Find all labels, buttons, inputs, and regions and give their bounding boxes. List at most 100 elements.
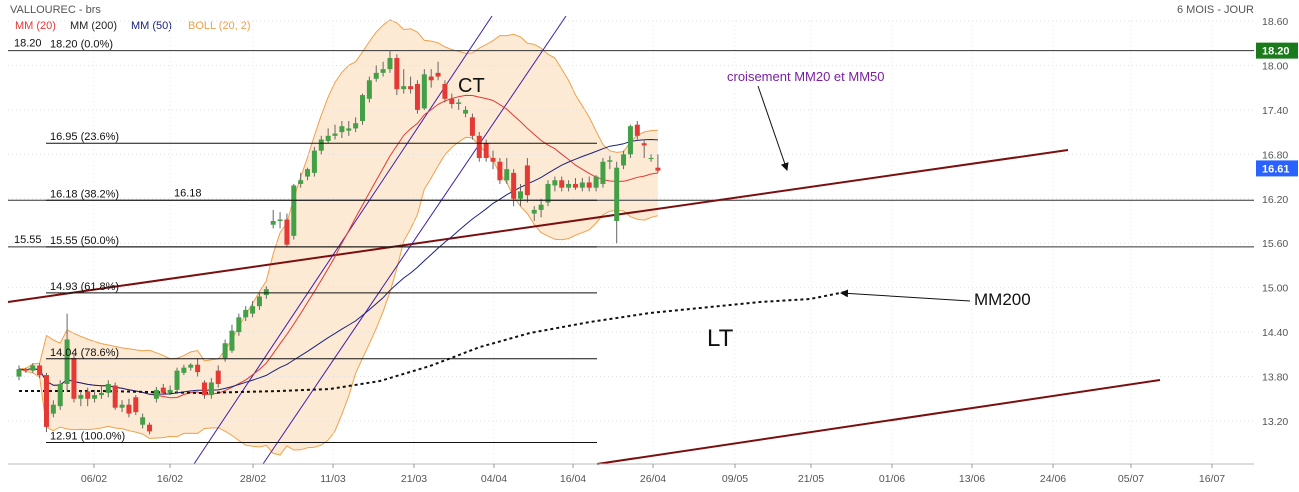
candle <box>346 121 352 136</box>
candle-body <box>133 397 139 413</box>
x-tick-7: 26/04 <box>640 473 666 485</box>
candle-body <box>483 143 489 159</box>
period-label: 6 MOIS - JOUR <box>1177 4 1254 16</box>
candle-body <box>250 306 256 314</box>
candle <box>339 121 345 139</box>
candle-body <box>37 365 43 376</box>
candle-body <box>256 296 262 307</box>
candle <box>614 161 620 244</box>
candle-body <box>181 367 187 373</box>
x-tick-9: 21/05 <box>798 473 824 485</box>
x-tick-0: 06/02 <box>81 473 107 485</box>
x-tick-6: 16/04 <box>560 473 586 485</box>
candle-body <box>16 369 22 377</box>
candle-body <box>586 182 592 188</box>
candle <box>105 380 111 398</box>
candle <box>160 383 166 396</box>
candle-body <box>98 392 104 396</box>
candle-body <box>504 169 510 181</box>
candle <box>243 306 249 321</box>
candle-body <box>208 382 214 396</box>
trend-line-ct <box>7 149 1069 303</box>
candle <box>408 76 414 94</box>
candle <box>593 175 599 192</box>
candle-body <box>435 72 441 77</box>
candle-body <box>140 417 146 425</box>
fib-label-4: 14.93 (61.8%) <box>50 281 119 293</box>
candle <box>476 132 482 162</box>
candle <box>195 358 201 377</box>
candle <box>298 172 304 188</box>
candle <box>229 324 235 353</box>
lt-label: LT <box>707 325 734 352</box>
candle <box>387 50 393 73</box>
candle <box>85 387 91 407</box>
candle <box>119 400 125 413</box>
candle-body <box>153 389 159 399</box>
candle-body <box>167 389 173 393</box>
candle-body <box>236 317 242 333</box>
x-tick-2: 28/02 <box>240 473 266 485</box>
candle-body <box>593 176 599 188</box>
x-tick-8: 09/05 <box>722 473 748 485</box>
candle <box>545 180 551 207</box>
candle-body <box>126 404 132 414</box>
candle <box>201 380 207 399</box>
candle-body <box>160 387 166 393</box>
mm50-line <box>18 138 658 395</box>
candle <box>277 212 283 229</box>
candle-body <box>559 180 565 188</box>
candle <box>50 400 56 418</box>
candle-body <box>408 86 414 90</box>
marker-label-1820: 18.20 <box>14 38 42 50</box>
candle <box>353 117 359 133</box>
candle <box>133 395 139 416</box>
candle <box>325 128 331 144</box>
candle-body <box>518 191 524 199</box>
candles <box>16 50 661 435</box>
y-tick-9: 13.20 <box>1262 416 1288 428</box>
candle <box>641 139 647 159</box>
candle <box>140 413 146 429</box>
candle <box>414 80 420 114</box>
trend-line-lt <box>596 379 1161 465</box>
candle <box>634 121 640 140</box>
candle-body <box>579 182 585 188</box>
candle <box>627 124 633 159</box>
candle-body <box>648 158 654 160</box>
candle-body <box>634 124 640 136</box>
candle <box>600 158 606 188</box>
candle <box>147 422 153 435</box>
candle-body <box>291 185 297 236</box>
candle <box>428 69 434 88</box>
candle-body <box>346 128 352 131</box>
candle-body <box>339 126 345 133</box>
candle <box>71 354 77 403</box>
candle <box>215 365 221 388</box>
x-tick-13: 05/07 <box>1118 473 1144 485</box>
candle <box>566 180 572 192</box>
y-tick-2: 17.40 <box>1262 105 1288 117</box>
candle <box>586 176 592 192</box>
candle-body <box>50 404 56 414</box>
candle-body <box>572 183 578 188</box>
candle-body <box>401 86 407 90</box>
candle-body <box>92 395 98 399</box>
axes: 18.60 18.00 17.40 16.80 16.20 15.60 15.00 14.40… <box>8 16 1298 485</box>
candle-body <box>497 161 503 181</box>
candle-body <box>566 183 572 188</box>
marker-label-1555: 15.55 <box>14 234 42 246</box>
candle <box>607 155 613 170</box>
candle <box>250 301 256 318</box>
candle-body <box>655 167 661 171</box>
candle-body <box>229 330 235 351</box>
x-tick-10: 01/06 <box>879 473 905 485</box>
candle <box>222 339 228 362</box>
candle-body <box>112 385 118 408</box>
fib-label-2: 16.18 (38.2%) <box>50 188 119 200</box>
mm200-arrow <box>840 289 971 302</box>
candle <box>648 154 654 162</box>
candle-body <box>147 424 153 432</box>
candle-body <box>325 135 331 141</box>
